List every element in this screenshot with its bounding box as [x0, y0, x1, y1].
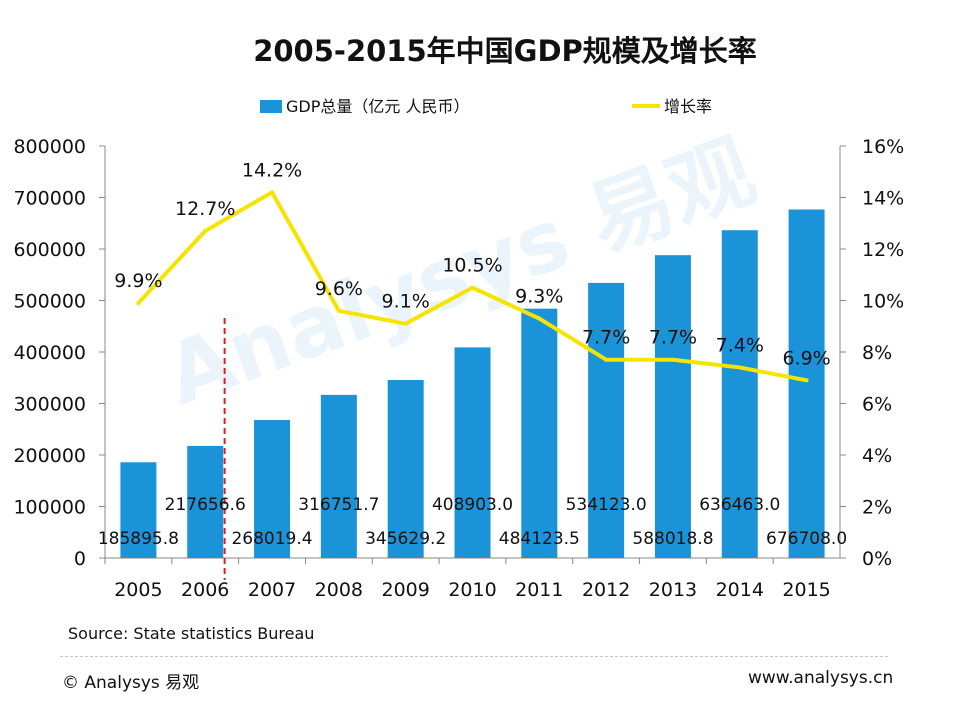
- growth-point-2010: [470, 285, 475, 290]
- y-right-tick-label: 8%: [862, 342, 892, 364]
- bar-value-label: 588018.8: [632, 529, 713, 549]
- bar-2008: [320, 394, 357, 558]
- bar-value-label: 316751.7: [298, 495, 379, 515]
- y-right-tick-label: 10%: [862, 291, 904, 313]
- y-right-tick-label: 14%: [862, 188, 904, 210]
- growth-rate-label: 6.9%: [782, 347, 830, 369]
- growth-rate-label: 7.7%: [649, 327, 697, 349]
- bar-value-label: 636463.0: [699, 495, 780, 515]
- legend-bar-swatch: [260, 100, 282, 113]
- bar-series: [120, 209, 825, 559]
- x-tick-label: 2008: [315, 579, 363, 601]
- growth-point-2015: [804, 378, 809, 383]
- growth-point-2006: [203, 228, 208, 233]
- y-right-tick-label: 6%: [862, 394, 892, 416]
- growth-point-2007: [270, 190, 275, 195]
- growth-rate-label: 12.7%: [175, 198, 235, 220]
- bar-2010: [454, 347, 491, 558]
- y-right-tick-label: 16%: [862, 136, 904, 158]
- footer-brand: © Analysys 易观: [62, 673, 200, 693]
- legend-bar-label: GDP总量（亿元 人民币）: [286, 97, 469, 116]
- y-right-tick-label: 0%: [862, 548, 892, 570]
- growth-point-2013: [670, 357, 675, 362]
- bar-value-label: 185895.8: [98, 529, 179, 549]
- growth-rate-label: 9.1%: [382, 291, 430, 313]
- y-right-tick-label: 12%: [862, 239, 904, 261]
- growth-rate-label: 14.2%: [242, 159, 302, 181]
- growth-point-2008: [336, 308, 341, 313]
- y-right-tick-label: 2%: [862, 497, 892, 519]
- y-left-tick-label: 200000: [13, 445, 86, 467]
- x-tick-label: 2007: [248, 579, 296, 601]
- bar-2006: [187, 445, 224, 558]
- growth-point-2011: [537, 316, 542, 321]
- bar-2014: [721, 230, 758, 558]
- x-tick-label: 2015: [782, 579, 830, 601]
- x-tick-label: 2009: [382, 579, 430, 601]
- bar-2012: [588, 282, 625, 558]
- x-tick-label: 2014: [716, 579, 764, 601]
- growth-rate-label: 7.4%: [716, 334, 764, 356]
- bar-2011: [521, 308, 558, 558]
- chart-title: 2005-2015年中国GDP规模及增长率: [253, 34, 757, 68]
- footer-divider: [60, 656, 888, 657]
- y-left-tick-label: 300000: [13, 394, 86, 416]
- x-tick-label: 2010: [448, 579, 496, 601]
- bar-value-label: 217656.6: [165, 495, 246, 515]
- y-left-tick-label: 600000: [13, 239, 86, 261]
- growth-rate-label: 9.9%: [114, 270, 162, 292]
- bar-value-label: 534123.0: [566, 495, 647, 515]
- x-tick-label: 2005: [114, 579, 162, 601]
- growth-rate-label: 7.7%: [582, 327, 630, 349]
- y-left-tick-label: 500000: [13, 291, 86, 313]
- line-series: [136, 190, 809, 383]
- bar-value-label: 484123.5: [499, 529, 580, 549]
- bar-value-label: 345629.2: [365, 529, 446, 549]
- y-left-tick-label: 800000: [13, 136, 86, 158]
- bar-value-label: 676708.0: [766, 529, 847, 549]
- legend-line-label: 增长率: [664, 97, 712, 116]
- footer-website: www.analysys.cn: [748, 668, 894, 688]
- growth-point-2009: [403, 321, 408, 326]
- source-note: Source: State statistics Bureau: [68, 624, 315, 643]
- bar-2013: [654, 255, 691, 558]
- x-tick-label: 2013: [649, 579, 697, 601]
- x-tick-label: 2011: [515, 579, 563, 601]
- growth-point-2012: [604, 357, 609, 362]
- growth-point-2005: [136, 301, 141, 306]
- y-left-tick-label: 100000: [13, 497, 86, 519]
- data-labels: 185895.8 217656.6 268019.4 316751.7 345629.2…: [98, 159, 847, 549]
- y-right-tick-label: 4%: [862, 445, 892, 467]
- bar-value-label: 268019.4: [231, 529, 312, 549]
- y-left-tick-label: 700000: [13, 188, 86, 210]
- y-left-tick-label: 400000: [13, 342, 86, 364]
- y-left-tick-label: 0: [74, 548, 86, 570]
- axes: 0 100000 200000 300000 400000 500000 600000 700…: [13, 136, 904, 601]
- bar-2009: [387, 380, 424, 558]
- bar-2005: [120, 462, 157, 558]
- x-tick-label: 2012: [582, 579, 630, 601]
- x-tick-label: 2006: [181, 579, 229, 601]
- growth-rate-label: 9.3%: [515, 286, 563, 308]
- growth-rate-label: 9.6%: [315, 278, 363, 300]
- bar-2015: [788, 209, 825, 559]
- legend: GDP总量（亿元 人民币） 增长率: [260, 97, 712, 116]
- growth-rate-label: 10.5%: [442, 255, 502, 277]
- bar-value-label: 408903.0: [432, 495, 513, 515]
- growth-point-2014: [737, 365, 742, 370]
- bar-2007: [254, 419, 291, 558]
